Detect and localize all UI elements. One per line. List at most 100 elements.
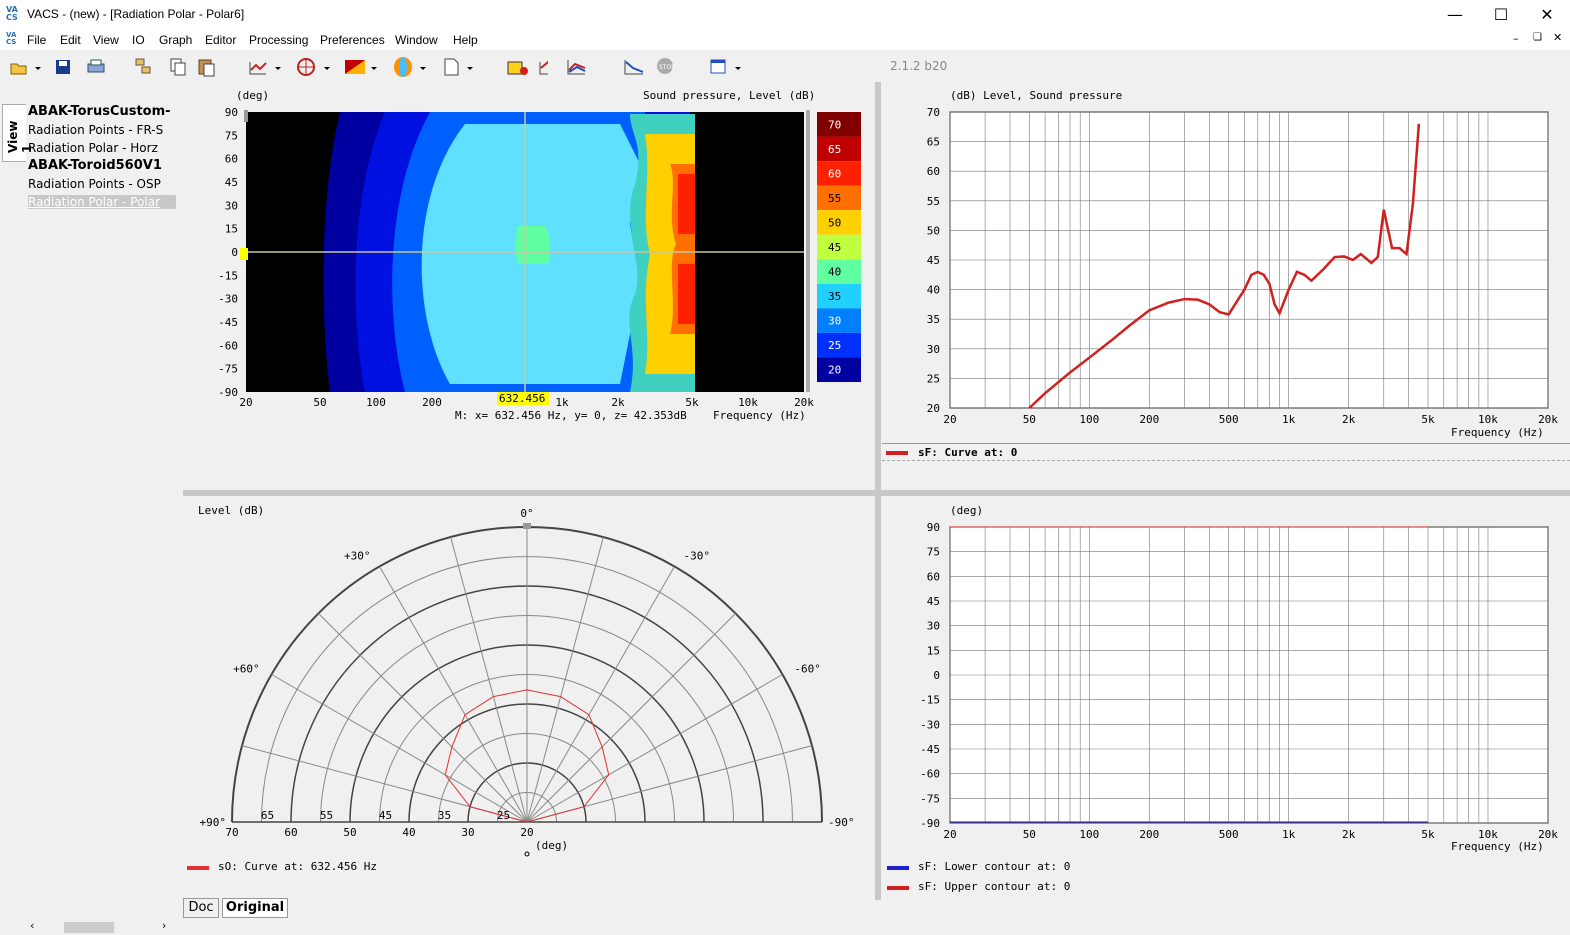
c2-ytick: 0 bbox=[933, 669, 940, 682]
freq-xtick: 500 bbox=[1219, 413, 1239, 426]
polar-legend-swatch bbox=[187, 866, 209, 870]
c2-ytick: 60 bbox=[927, 570, 940, 583]
scroll-left-icon[interactable]: ‹ bbox=[30, 919, 35, 932]
tree-item-abak-toroid560v1[interactable]: ABAK-Toroid560V1 bbox=[28, 158, 162, 173]
c2-ytick: -30 bbox=[920, 718, 940, 731]
menu-graph[interactable]: Graph bbox=[159, 33, 193, 47]
contour-ytick: -45 bbox=[218, 316, 238, 329]
c2-ytick: 15 bbox=[927, 644, 940, 657]
tree-item-abak-toruscustom[interactable]: ABAK-TorusCustom- bbox=[28, 104, 171, 119]
freq-plot[interactable]: 70 65 60 55 50 45 40 35 30 25 20 20 50 100 200 500 1k 2k… bbox=[900, 104, 1570, 444]
freq-ytick: 20 bbox=[927, 402, 940, 415]
c2-xtick: 50 bbox=[1023, 828, 1036, 841]
tab-doc[interactable]: Doc bbox=[183, 898, 219, 918]
scroll-thumb[interactable] bbox=[64, 922, 114, 933]
menu-file[interactable]: File bbox=[27, 33, 47, 47]
colorbar-swatch bbox=[817, 161, 861, 186]
upper-legend-text: sF: Upper contour at: 0 bbox=[918, 880, 1071, 893]
tree-item-radiation-polar-polar[interactable]: Radiation Polar - Polar bbox=[28, 195, 176, 209]
toolbar-icons-2: STOP bbox=[567, 58, 741, 75]
polar-legend[interactable]: sO: Curve at: 632.456 Hz bbox=[185, 860, 785, 876]
polar-r-label: 30 bbox=[461, 826, 474, 839]
contour2-plot[interactable]: 90 75 60 45 30 15 0 -15 -30 -45 -60 -75 -90 20 50 100 2… bbox=[900, 518, 1570, 858]
contour-z-label: Sound pressure, Level (dB) bbox=[643, 89, 816, 102]
mdi-restore-icon[interactable]: ❏ bbox=[1533, 32, 1542, 43]
copy-icon bbox=[170, 58, 186, 76]
contour-ytick: -90 bbox=[218, 386, 238, 399]
mdi-minimize-icon[interactable]: – bbox=[1513, 32, 1519, 45]
freq-ytick: 65 bbox=[927, 136, 940, 149]
c2-ytick: -15 bbox=[920, 694, 940, 707]
polar-plot[interactable]: 0° +30° -30° +60° -60° +90° -90° 70 65 60 55 50 45 40… bbox=[190, 500, 870, 870]
colorbar-swatch bbox=[817, 136, 861, 162]
freq-ytick: 35 bbox=[927, 313, 940, 326]
lower-legend-swatch bbox=[887, 866, 909, 870]
colorbar-swatch bbox=[817, 185, 861, 211]
contour2-legend-lower[interactable]: sF: Lower contour at: 0 bbox=[885, 860, 1485, 876]
contour2-legend-upper[interactable]: sF: Upper contour at: 0 bbox=[885, 880, 1485, 896]
menu-preferences[interactable]: Preferences bbox=[320, 33, 385, 47]
freq-legend[interactable]: sF: Curve at: 0 bbox=[882, 443, 1570, 461]
chart-down-icon bbox=[624, 60, 644, 75]
tree-item-radiation-points-osp[interactable]: Radiation Points - OSP bbox=[28, 177, 161, 191]
upper-legend-swatch bbox=[887, 886, 909, 890]
mdi-close-icon[interactable]: ✕ bbox=[1553, 31, 1563, 44]
tree-item-radiation-points-fr[interactable]: Radiation Points - FR-S bbox=[28, 123, 164, 137]
polar-spoke bbox=[379, 566, 528, 823]
menu-view[interactable]: View bbox=[93, 33, 119, 47]
menu-window[interactable]: Window bbox=[395, 33, 438, 47]
freq-xtick: 200 bbox=[1139, 413, 1159, 426]
c2-xtick: 500 bbox=[1219, 828, 1239, 841]
freq-xtick: 5k bbox=[1421, 413, 1435, 426]
polar-spoke bbox=[526, 613, 736, 823]
scroll-right-icon[interactable]: › bbox=[162, 919, 167, 932]
sidebar-hscrollbar[interactable]: ‹ › bbox=[28, 919, 178, 934]
new-doc-icon bbox=[444, 58, 459, 76]
close-icon[interactable]: ✕ bbox=[1540, 5, 1554, 24]
colorbar-label: 20 bbox=[828, 364, 841, 377]
freq-xtick: 100 bbox=[1079, 413, 1099, 426]
calendar-dropdown-icon bbox=[735, 67, 741, 70]
c2-ytick: 75 bbox=[927, 546, 940, 559]
c2-ytick: -45 bbox=[920, 743, 940, 756]
save-icon bbox=[56, 60, 70, 74]
menu-help[interactable]: Help bbox=[453, 33, 478, 47]
polar-r-label: 20 bbox=[520, 826, 533, 839]
maximize-icon[interactable]: ☐ bbox=[1493, 5, 1509, 24]
freq-ytick: 55 bbox=[927, 195, 940, 208]
vertical-splitter[interactable] bbox=[875, 82, 881, 900]
menu-edit[interactable]: Edit bbox=[60, 33, 81, 47]
contour2-y-label: (deg) bbox=[950, 504, 984, 517]
open-dropdown-icon bbox=[35, 67, 41, 70]
tab-original[interactable]: Original bbox=[222, 898, 288, 918]
contour-xtick: 10k bbox=[738, 396, 758, 409]
polar-y-label: Level (dB) bbox=[198, 504, 265, 517]
colorbar-swatch bbox=[817, 259, 861, 284]
freq-xtick: 50 bbox=[1023, 413, 1036, 426]
tab-view-1[interactable]: View 1 bbox=[2, 104, 34, 162]
c2-ytick: 90 bbox=[927, 521, 940, 534]
menu-processing[interactable]: Processing bbox=[249, 33, 309, 47]
contour-xtick: 5k bbox=[685, 396, 699, 409]
c2-xtick: 20k bbox=[1538, 828, 1558, 841]
version-label: 2.1.2 b20 bbox=[890, 59, 948, 73]
colorbar-label: 45 bbox=[828, 241, 841, 254]
menu-editor[interactable]: Editor bbox=[205, 33, 237, 47]
minimize-icon[interactable]: — bbox=[1447, 5, 1463, 24]
colorbar-swatch bbox=[817, 332, 861, 358]
contour-plot[interactable]: 90 75 60 45 30 15 0 -15 -30 -45 -60 -75 -90 20 50 100 2… bbox=[190, 104, 880, 434]
print-icon bbox=[87, 59, 105, 73]
colorbar-label: 70 bbox=[828, 118, 841, 131]
tree-item-radiation-polar-horz[interactable]: Radiation Polar - Horz bbox=[28, 141, 158, 155]
polar-legend-text: sO: Curve at: 632.456 Hz bbox=[218, 860, 377, 873]
polar-r-label: 55 bbox=[320, 809, 333, 822]
polar-angle-label: +90° bbox=[200, 816, 227, 829]
multi-curve-icon bbox=[567, 60, 586, 75]
menu-io[interactable]: IO bbox=[132, 33, 145, 47]
freq-xtick: 20k bbox=[1538, 413, 1558, 426]
contour-xtick: 200 bbox=[422, 396, 442, 409]
mdi-logo-icon: VA CS bbox=[6, 31, 17, 46]
line-graph-icon bbox=[249, 62, 267, 75]
contour-ytick: -75 bbox=[218, 363, 238, 376]
balloon-graph-icon bbox=[394, 57, 412, 77]
